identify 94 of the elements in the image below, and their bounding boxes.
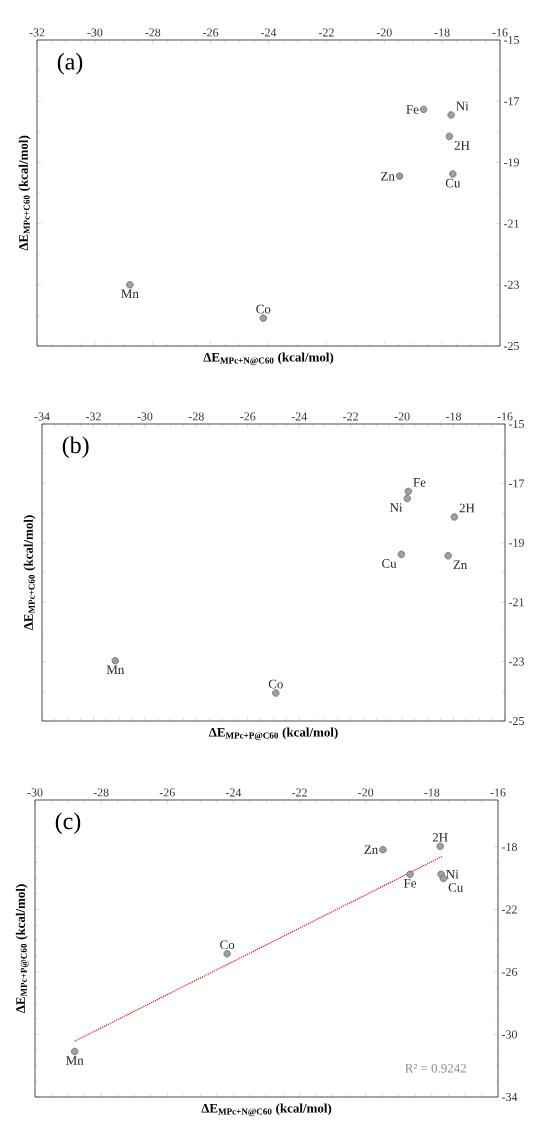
x-tick-label: -18	[446, 412, 462, 421]
point	[436, 842, 444, 850]
y-tick-label: -25	[503, 341, 519, 350]
annotation: Cu	[382, 559, 397, 568]
point	[71, 1047, 79, 1056]
x-tick-label: -26	[159, 788, 175, 797]
point	[272, 689, 280, 697]
annotation: Mn	[121, 289, 139, 298]
x-tick-label: -24	[225, 788, 242, 797]
x-tick-label: -16	[490, 788, 506, 797]
annotation: Zn	[453, 560, 468, 570]
x-tick-label: -32	[85, 412, 101, 421]
y-tick-label: -19	[503, 158, 519, 167]
annotation: Mn	[106, 665, 125, 674]
annotation: 2H	[459, 503, 475, 513]
x-tick-label: -26	[240, 412, 256, 421]
x-axis-title: ΔE$_{MPc+N@C60}$ (kcal/mol)	[203, 352, 334, 366]
x-tick-label: -16	[497, 412, 513, 421]
y-tick-label: -30	[501, 1030, 517, 1039]
annotation: R² = 0.9242	[405, 1063, 466, 1073]
y-tick-label: -21	[508, 598, 524, 607]
annotation: Zn	[364, 845, 379, 854]
chart-title: (a)	[57, 52, 83, 75]
y-axis-title: ΔE$_{MPc+C60}$ (kcal/mol)	[23, 515, 36, 631]
x-tick-label: -28	[188, 412, 204, 421]
x-tick-label: -30	[27, 788, 43, 797]
annotation: 2H	[454, 141, 470, 150]
annotation: Cu	[445, 178, 461, 188]
x-tick-label: -28	[145, 28, 161, 37]
point	[397, 550, 405, 559]
annotation: Cu	[448, 883, 464, 892]
x-tick-label: -16	[492, 28, 508, 37]
y-axis-title: ΔE$_{MPc+C60}$ (kcal/mol)	[18, 135, 31, 251]
annotation: Zn	[381, 171, 395, 181]
annotation: Co	[256, 304, 271, 314]
point	[444, 552, 452, 560]
x-tick-label: -34	[34, 412, 50, 421]
y-tick-label: -26	[501, 967, 518, 976]
x-tick-label: -26	[203, 28, 219, 37]
chart-title: (b)	[62, 436, 89, 459]
annotation: Fe	[406, 105, 419, 114]
annotation: 2H	[432, 832, 448, 842]
point	[450, 513, 458, 521]
x-tick-label: -18	[434, 28, 450, 37]
point	[447, 111, 455, 119]
y-axis-title: ΔE$_{MPc+P@C60}$ (kcal/mol)	[15, 884, 29, 1014]
y-tick-label: -15	[508, 419, 524, 428]
point	[449, 170, 457, 178]
x-tick-label: -32	[29, 28, 45, 37]
annotation: Fe	[413, 478, 426, 487]
point	[406, 870, 414, 878]
y-tick-label: -25	[508, 716, 524, 725]
x-tick-label: -30	[87, 28, 103, 37]
x-tick-label: -28	[93, 788, 109, 797]
x-tick-label: -22	[318, 28, 334, 37]
annotation: Ni	[446, 869, 459, 879]
y-tick-label: -22	[501, 905, 517, 914]
y-tick-label: -19	[508, 538, 524, 547]
x-tick-label: -24	[291, 412, 308, 421]
annotation: Ni	[389, 503, 403, 512]
x-tick-label: -22	[292, 788, 307, 797]
annotation: Mn	[66, 1056, 84, 1065]
point	[379, 846, 387, 854]
point	[395, 172, 404, 180]
annotation: Co	[220, 940, 235, 950]
x-tick-label: -20	[394, 412, 410, 421]
y-tick-label: -23	[503, 280, 519, 289]
y-tick-label: -17	[503, 97, 520, 106]
point	[404, 487, 412, 496]
x-tick-label: -24	[260, 28, 277, 37]
y-tick-label: -17	[508, 479, 525, 488]
point	[445, 132, 453, 141]
x-tick-label: -22	[343, 412, 358, 421]
annotation: Ni	[456, 101, 469, 111]
annotation: Fe	[403, 878, 417, 888]
y-tick-label: -21	[503, 219, 519, 228]
x-tick-label: -30	[137, 412, 153, 421]
point	[111, 657, 119, 665]
y-tick-label: -23	[508, 657, 524, 666]
x-tick-label: -18	[424, 788, 440, 797]
x-tick-label: -20	[376, 28, 392, 37]
x-tick-label: -20	[358, 788, 374, 797]
x-axis-title: ΔE$_{MPc+N@C60}$ (kcal/mol)	[201, 1103, 332, 1117]
point	[223, 950, 231, 958]
point	[259, 314, 267, 322]
x-axis-title: ΔE$_{MPc+P@C60}$ (kcal/mol)	[208, 727, 338, 741]
y-tick-label: -34	[501, 1092, 518, 1102]
y-tick-label: -15	[503, 35, 519, 44]
point	[126, 281, 134, 289]
point	[419, 105, 428, 114]
point	[403, 494, 411, 503]
y-tick-label: -18	[501, 842, 517, 851]
annotation: Co	[268, 679, 283, 689]
chart-title: (c)	[55, 812, 81, 835]
